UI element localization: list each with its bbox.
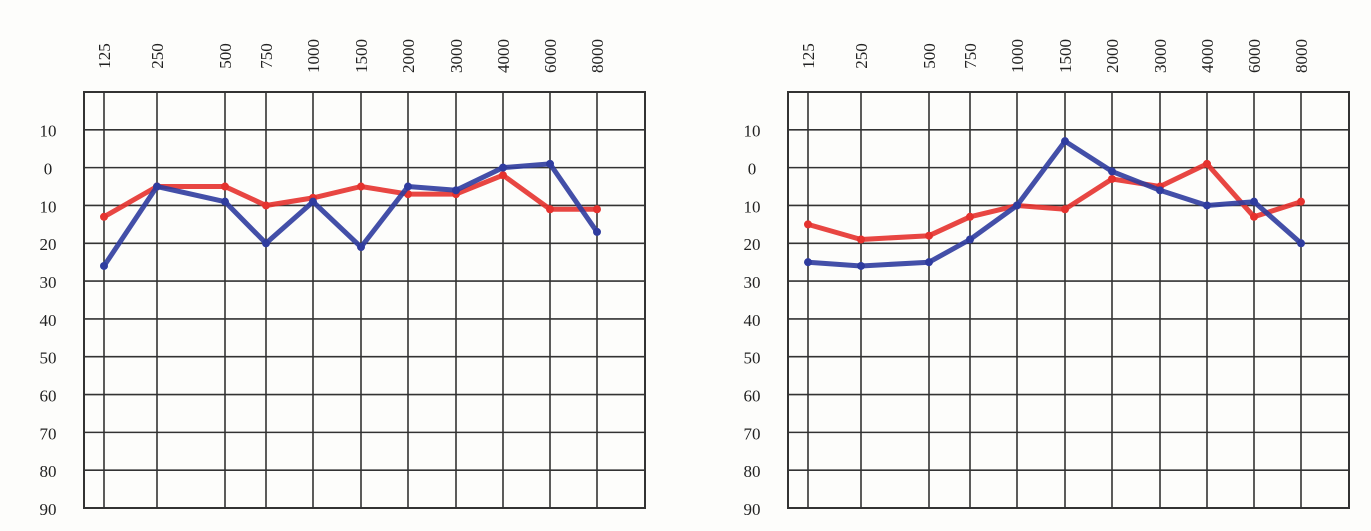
hearing-point <box>593 205 601 214</box>
hearing-point <box>309 197 317 206</box>
hearing-point <box>262 201 270 210</box>
hearing-point <box>546 159 554 168</box>
hearing-point <box>221 182 229 191</box>
x-tick-label: 2000 <box>1103 39 1122 73</box>
hearing-point <box>357 182 365 191</box>
hearing-point <box>1156 186 1164 195</box>
x-tick-label: 1500 <box>1056 39 1075 73</box>
hearing-point <box>262 239 270 248</box>
x-tick-label: 1000 <box>1008 39 1027 73</box>
hearing-point <box>499 171 507 180</box>
hearing-point <box>857 261 865 270</box>
x-tick-label: 250 <box>852 43 871 69</box>
y-tick-label: 90 <box>40 500 57 519</box>
hearing-point <box>1250 212 1258 221</box>
x-tick-label: 8000 <box>1292 39 1311 73</box>
hearing-line <box>805 138 1304 269</box>
hearing-line <box>101 161 600 269</box>
hearing-point <box>804 258 812 267</box>
hearing-point <box>966 212 974 221</box>
y-tick-label: 50 <box>40 349 57 368</box>
y-tick-label: 60 <box>744 386 761 405</box>
x-tick-label: 6000 <box>541 39 560 73</box>
x-tick-label: 125 <box>95 43 114 69</box>
hearing-point <box>966 235 974 244</box>
hearing-point <box>221 197 229 206</box>
hearing-point <box>404 182 412 191</box>
x-tick-label: 2000 <box>399 39 418 73</box>
hearing-point <box>153 182 161 191</box>
hearing-point <box>1203 201 1211 210</box>
audiogram: 10 0 10 20 30 40 50 60 70 80 90 125 250 500 750 1000 150… <box>40 39 646 519</box>
hearing-point <box>1297 239 1305 248</box>
y-tick-label: 10 <box>40 197 57 216</box>
hearing-point <box>1203 159 1211 168</box>
hearing-point <box>593 227 601 236</box>
hearing-point <box>546 205 554 214</box>
hearing-line <box>101 172 600 220</box>
x-tick-label: 1500 <box>352 39 371 73</box>
hearing-point <box>1297 197 1305 206</box>
hearing-point <box>100 212 108 221</box>
hearing-point <box>1061 137 1069 146</box>
hearing-point <box>1250 197 1258 206</box>
y-tick-label: 40 <box>744 311 761 330</box>
x-tick-label: 750 <box>961 43 980 69</box>
x-tick-label: 6000 <box>1245 39 1264 73</box>
y-tick-label: 20 <box>40 235 57 254</box>
y-tick-label: 90 <box>744 500 761 519</box>
y-tick-label: 50 <box>744 349 761 368</box>
hearing-point <box>100 261 108 270</box>
x-tick-label: 4000 <box>1198 39 1217 73</box>
y-tick-label: 80 <box>40 462 57 481</box>
hearing-point <box>1108 174 1116 183</box>
x-tick-label: 3000 <box>1151 39 1170 73</box>
y-tick-label: 60 <box>40 386 57 405</box>
x-tick-label: 125 <box>799 43 818 69</box>
x-tick-label: 750 <box>257 43 276 69</box>
hearing-point <box>925 258 933 267</box>
y-tick-label: 20 <box>744 235 761 254</box>
x-tick-label: 4000 <box>494 39 513 73</box>
y-tick-label: 30 <box>40 273 57 292</box>
hearing-point <box>499 163 507 172</box>
hearing-point <box>804 220 812 229</box>
y-tick-label: 70 <box>744 424 761 443</box>
hearing-point <box>857 235 865 244</box>
x-tick-label: 500 <box>216 43 235 69</box>
y-tick-label: 30 <box>744 273 761 292</box>
x-tick-label: 500 <box>920 43 939 69</box>
hearing-point <box>1013 201 1021 210</box>
x-tick-label: 8000 <box>588 39 607 73</box>
hearing-point <box>452 186 460 195</box>
plot-frame <box>787 91 1350 509</box>
y-tick-label: 10 <box>40 122 57 141</box>
hearing-point <box>1108 167 1116 176</box>
y-tick-label: 40 <box>40 311 57 330</box>
plot-frame <box>83 91 646 509</box>
x-tick-label: 3000 <box>447 39 466 73</box>
y-tick-label: 0 <box>748 160 757 179</box>
hearing-point <box>1061 205 1069 214</box>
x-tick-label: 250 <box>148 43 167 69</box>
y-tick-label: 80 <box>744 462 761 481</box>
x-tick-label: 1000 <box>304 39 323 73</box>
y-tick-label: 0 <box>44 160 53 179</box>
y-tick-label: 70 <box>40 424 57 443</box>
hearing-point <box>925 231 933 240</box>
audiogram: 10 0 10 20 30 40 50 60 70 80 90 125 250 500 750 1000 150… <box>744 39 1350 519</box>
y-tick-label: 10 <box>744 197 761 216</box>
hearing-point <box>357 243 365 252</box>
y-tick-label: 10 <box>744 122 761 141</box>
